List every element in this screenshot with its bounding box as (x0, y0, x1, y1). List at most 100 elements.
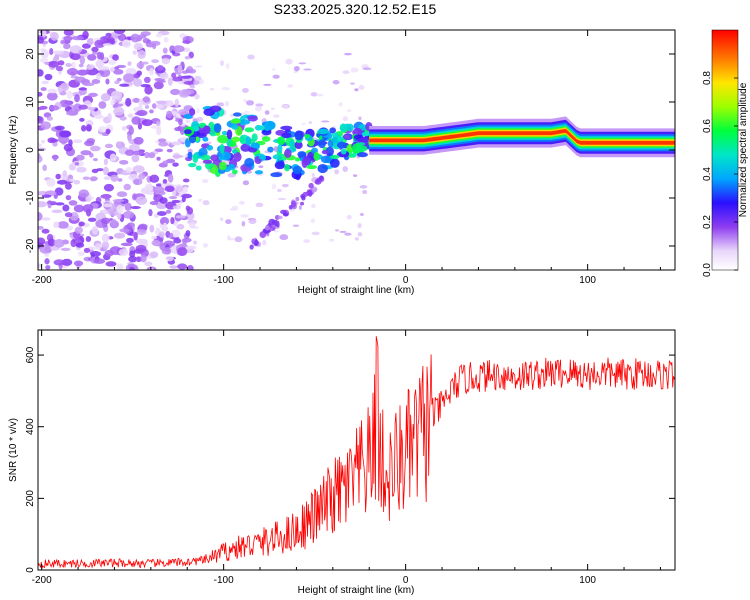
spectrogram-speckle (156, 104, 164, 109)
spectrogram-speckle (38, 107, 44, 111)
spectrogram-patch (336, 141, 347, 149)
spectrogram-speckle (182, 186, 189, 193)
snr-series-line (38, 336, 675, 570)
spectrogram-speckle (174, 98, 180, 108)
spectrogram-patch (355, 145, 368, 153)
spectrogram-speckle (113, 232, 126, 239)
figure-title: S233.2025.320.12.52.E15 (274, 1, 437, 17)
spectrogram-speckle (78, 87, 88, 91)
spectrogram-speckle (357, 222, 362, 229)
spectrogram-speckle (156, 79, 166, 84)
spectrogram-speckle (116, 204, 124, 214)
spectrogram-speckle (64, 182, 72, 190)
spectrogram-speckle (184, 56, 191, 60)
spectrogram-speckle (209, 88, 215, 91)
spectrogram-speckle (71, 35, 84, 41)
spectrogram-patch (318, 139, 326, 149)
spectrogram-speckle (264, 110, 270, 115)
spectrogram-speckle (38, 237, 46, 246)
spectrogram-speckle (149, 109, 154, 114)
spectrogram-streak (288, 204, 293, 210)
spectrogram-speckle (112, 54, 119, 61)
spectrogram-speckle (163, 36, 169, 43)
spectrogram-speckle (357, 232, 363, 237)
spectrogram-speckle (74, 226, 83, 234)
spectrogram-patch (202, 159, 213, 164)
spectrogram-speckle (76, 154, 85, 161)
spectrogram-patch (244, 157, 255, 168)
spectrogram-speckle (195, 161, 205, 165)
spectrogram-speckle (227, 235, 231, 241)
spectrogram-speckle (159, 72, 169, 80)
spectrogram-speckle (329, 238, 334, 242)
spectrogram-speckle (137, 122, 143, 130)
spectrogram-speckle (62, 204, 70, 212)
spectrogram-speckle (79, 221, 85, 227)
spectrogram-patch (329, 127, 337, 134)
spectrogram-patch (343, 134, 351, 140)
spectrogram-speckle (126, 237, 134, 243)
spectrogram-speckle (38, 36, 44, 44)
spectrogram-speckle (353, 174, 358, 177)
spectrogram-speckle (118, 248, 129, 256)
spectrogram-speckle (38, 155, 43, 163)
spectrogram-speckle (105, 128, 111, 134)
spectral-ridge (183, 105, 675, 250)
spectrogram-speckle (358, 84, 365, 90)
spectrogram-speckle (171, 72, 177, 79)
spectrogram-streak (282, 212, 289, 217)
spectrogram-patch (284, 148, 292, 158)
spectrogram-patch (261, 129, 272, 136)
spectrogram-speckle (359, 185, 368, 189)
spectrogram-speckle (41, 217, 51, 221)
spectrogram-speckle (242, 180, 250, 186)
spectrogram-speckle (57, 60, 65, 66)
snr-panel: -200 -100 0 100 0 200 400 600 Height of straig… (8, 329, 676, 596)
spectrogram-speckle (124, 149, 135, 156)
spectrogram-speckle (135, 196, 148, 205)
spectrogram-speckle (155, 183, 163, 187)
spectrogram-speckle (54, 187, 64, 196)
spectrogram-speckle (121, 125, 127, 131)
spectrogram-speckle (78, 104, 88, 110)
spectrogram-speckle (162, 178, 168, 184)
spectrogram-speckle (178, 119, 183, 126)
spectrogram-speckle (191, 226, 200, 229)
spectrogram-speckle (98, 101, 107, 109)
spectrogram-speckle (149, 68, 154, 76)
spectrogram-x-tick-label: -200 (32, 275, 52, 286)
spectrogram-patch (317, 163, 328, 174)
spectrogram-speckle (46, 116, 53, 121)
spectrogram-speckle (182, 40, 191, 44)
spectrogram-speckle (41, 30, 47, 37)
spectrogram-speckle (82, 176, 91, 180)
spectrogram-speckle (303, 68, 312, 71)
spectrogram-patch (284, 164, 290, 172)
spectrogram-speckle (175, 186, 184, 193)
spectrogram-patch (306, 165, 318, 170)
spectrogram-speckle (107, 112, 112, 122)
spectrogram-speckle (55, 173, 62, 180)
spectrogram-speckle (177, 263, 188, 270)
spectrogram-speckle (175, 215, 186, 219)
spectrogram-speckle (285, 58, 293, 65)
spectrogram-speckle (51, 209, 63, 214)
spectrogram-speckle (85, 197, 92, 202)
spectrogram-speckle (44, 258, 50, 265)
spectrogram-speckle (113, 103, 124, 107)
spectrogram-speckle (133, 136, 144, 145)
spectrogram-field (38, 30, 372, 270)
spectrogram-streak (264, 225, 271, 231)
spectrogram-speckle (83, 82, 95, 87)
spectrogram-speckle (38, 92, 43, 97)
spectrogram-speckle (346, 214, 352, 220)
spectrogram-speckle (64, 212, 73, 218)
spectrogram-speckle (127, 132, 132, 142)
spectrogram-speckle (255, 106, 262, 112)
spectrogram-x-label: Height of straight line (km) (298, 285, 415, 296)
spectrogram-speckle (75, 242, 85, 248)
spectrogram-speckle (167, 77, 173, 86)
spectrogram-speckle (93, 114, 104, 119)
spectrogram-y-tick-label: -10 (25, 190, 36, 205)
